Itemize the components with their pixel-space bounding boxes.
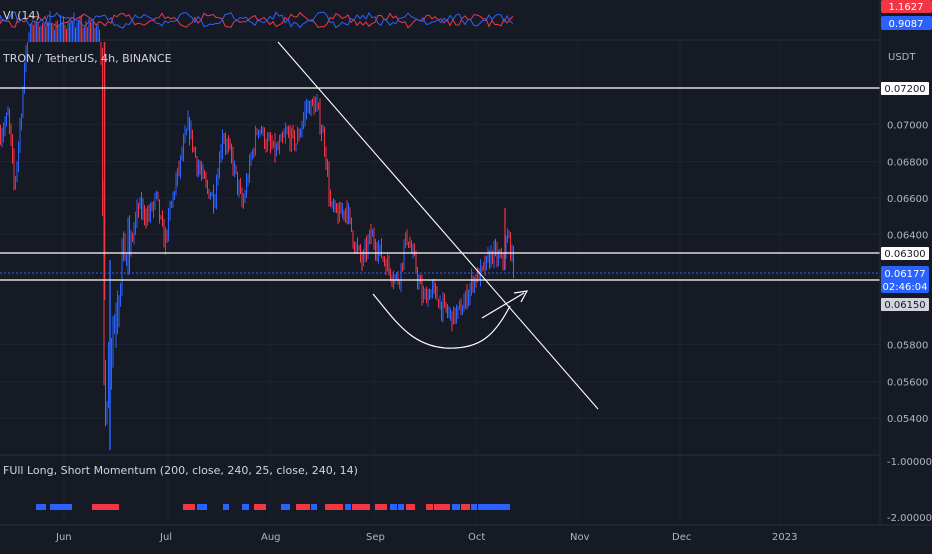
momentum-block	[223, 504, 229, 510]
time-label-2023: 2023	[772, 532, 797, 543]
momentum-block	[325, 504, 343, 510]
time-label-jul: Jul	[159, 532, 172, 543]
momentum-block	[452, 504, 460, 510]
price-tick-label: 0.05400	[887, 414, 928, 425]
price-tick-labels: 0.07000 0.06800 0.06600 0.06400 0.05800 0.056…	[887, 121, 928, 425]
momentum-pane[interactable]: FUll Long, Short Momentum (200, close, 2…	[3, 464, 510, 510]
momentum-block	[242, 504, 249, 510]
momentum-block	[352, 504, 370, 510]
price-tick-label: 0.07000	[887, 121, 928, 132]
momentum-label: FUll Long, Short Momentum (200, close, 2…	[3, 464, 358, 477]
momentum-block	[281, 504, 290, 510]
time-label-jun: Jun	[55, 532, 72, 543]
time-axis[interactable]: Jun Jul Aug Sep Oct Nov Dec 2023	[0, 524, 932, 543]
momentum-block	[471, 504, 477, 510]
chart-grid	[0, 41, 880, 525]
level-tag-0-0615	[881, 298, 929, 311]
price-tick-label: 0.06400	[887, 231, 928, 242]
price-scale[interactable]: 1.1627 0.9087 USDT 0.07000 0.06800 0.06600…	[879, 0, 932, 525]
momentum-block	[183, 504, 195, 510]
momentum-block	[398, 504, 404, 510]
rounded-bottom-curve[interactable]	[372, 293, 511, 349]
time-label-oct: Oct	[468, 532, 485, 543]
breakout-arrow[interactable]	[481, 292, 525, 319]
vi-plus-line	[0, 11, 514, 29]
vi-indicator-pane[interactable]: VI (14)	[0, 9, 514, 29]
momentum-block	[197, 504, 207, 510]
vi-minus-value-tag	[881, 0, 932, 13]
bar-countdown: 02:46:04	[883, 282, 928, 293]
momentum-block	[434, 504, 450, 510]
vi-plus-value-tag	[881, 16, 932, 30]
time-label-dec: Dec	[672, 532, 691, 543]
last-price-tag	[881, 266, 929, 293]
momentum-block	[406, 504, 415, 510]
level-tag-0-063	[881, 247, 929, 260]
price-tick-label: 0.05800	[887, 341, 928, 352]
price-tick-label: 0.06600	[887, 194, 928, 205]
level-tag-0-063-text: 0.06300	[884, 249, 925, 260]
momentum-block	[50, 504, 72, 510]
momentum-block	[345, 504, 351, 510]
downtrend-line[interactable]	[277, 41, 599, 410]
price-tick-label: 0.05600	[887, 377, 928, 388]
time-label-sep: Sep	[366, 532, 385, 543]
momentum-block	[461, 504, 470, 510]
time-label-nov: Nov	[570, 532, 590, 543]
momentum-block	[311, 504, 317, 510]
level-tag-0-0615-text: 0.06150	[884, 300, 925, 311]
price-pane[interactable]: TRON / TetherUS, 4h, BINANCE	[0, 11, 880, 450]
currency-label: USDT	[888, 52, 916, 63]
vi-plus-value: 0.9087	[889, 19, 924, 30]
last-price-value: 0.06177	[884, 269, 925, 280]
momentum-signal-blocks	[36, 504, 510, 510]
momentum-tick-1: -1.00000	[887, 457, 932, 468]
momentum-block	[375, 504, 387, 510]
vi-minus-line	[0, 11, 514, 29]
vi-label: VI (14)	[3, 9, 40, 22]
momentum-tick-2: -2.00000	[887, 513, 932, 524]
momentum-block	[296, 504, 310, 510]
time-label-aug: Aug	[261, 532, 281, 543]
momentum-block	[390, 504, 397, 510]
momentum-block	[426, 504, 433, 510]
momentum-block	[478, 504, 510, 510]
momentum-block	[254, 504, 266, 510]
arrow-head-icon	[513, 290, 529, 303]
candlestick-series	[0, 11, 514, 450]
symbol-label[interactable]: TRON / TetherUS, 4h, BINANCE	[2, 52, 172, 65]
price-tick-label: 0.06800	[887, 157, 928, 168]
level-tag-0-072	[881, 82, 929, 95]
level-tag-0-072-text: 0.07200	[884, 84, 925, 95]
momentum-block	[92, 504, 119, 510]
momentum-block	[36, 504, 46, 510]
vi-minus-value: 1.1627	[889, 2, 924, 13]
